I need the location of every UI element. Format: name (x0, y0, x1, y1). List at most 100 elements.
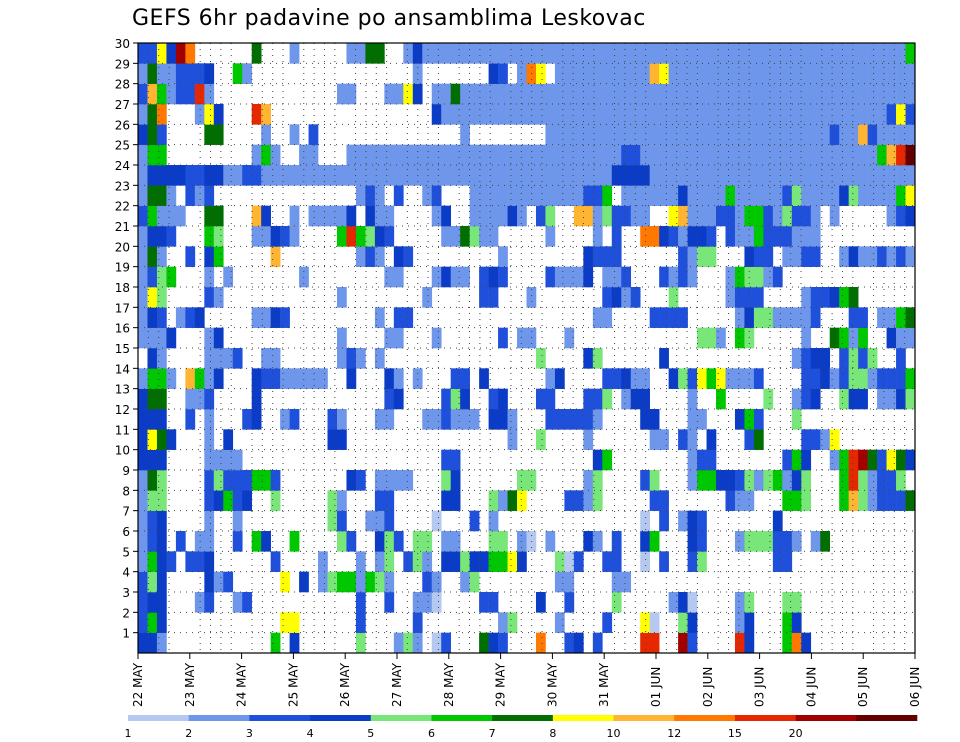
heatmap-cell (649, 63, 660, 84)
heatmap-cell (422, 165, 433, 186)
heatmap-cell (564, 551, 575, 572)
heatmap-cell (592, 63, 603, 84)
heatmap-cell (204, 449, 215, 471)
heatmap-cell (668, 144, 679, 166)
heatmap-cell (829, 63, 840, 84)
heatmap-cell (460, 226, 470, 247)
heatmap-cell (583, 43, 594, 64)
heatmap-cell (858, 246, 868, 267)
heatmap-cell (526, 104, 537, 125)
heatmap-cell (185, 83, 196, 105)
heatmap-cell (753, 266, 764, 288)
heatmap-cell (886, 246, 897, 267)
heatmap-cell (517, 144, 527, 166)
heatmap-cell (431, 83, 442, 105)
heatmap-cell (469, 551, 480, 572)
heatmap-cell (848, 43, 859, 64)
heatmap-cell (583, 348, 594, 369)
heatmap-cell (858, 43, 868, 64)
heatmap-cell (659, 348, 669, 369)
heatmap-cell (374, 409, 385, 430)
heatmap-cell (592, 409, 603, 430)
heatmap-cell (147, 307, 158, 328)
heatmap-cell (763, 531, 774, 552)
heatmap-cell (517, 531, 527, 552)
heatmap-cell (839, 246, 849, 267)
heatmap-cell (877, 124, 887, 145)
heatmap-cell (431, 266, 442, 288)
heatmap-cell (156, 287, 167, 308)
heatmap-cell (393, 185, 404, 206)
heatmap-cell (138, 43, 148, 64)
heatmap-cell (261, 144, 271, 166)
heatmap-cell (687, 510, 698, 532)
heatmap-cell (772, 185, 783, 206)
heatmap-cell (772, 551, 783, 572)
heatmap-cell (697, 551, 707, 572)
heatmap-cell (592, 388, 603, 410)
heatmap-cell (554, 63, 565, 84)
heatmap-cell (782, 83, 793, 105)
y-tick-label: 20 (115, 240, 130, 254)
heatmap-cell (374, 531, 385, 552)
y-tick-label: 12 (115, 403, 130, 417)
heatmap-cell (659, 226, 669, 247)
heatmap-cell (308, 165, 319, 186)
heatmap-cell (886, 185, 897, 206)
heatmap-cell (166, 185, 177, 206)
heatmap-cell (166, 165, 177, 186)
heatmap-cell (763, 124, 774, 145)
heatmap-cell (469, 185, 480, 206)
heatmap-cell (848, 287, 859, 308)
heatmap-cell (498, 388, 508, 410)
heatmap-cell (270, 348, 281, 369)
heatmap-cell (441, 409, 451, 430)
heatmap-cell (791, 307, 802, 328)
heatmap-cell (867, 43, 878, 64)
heatmap-cell (270, 632, 281, 654)
heatmap-cell (858, 388, 868, 410)
heatmap-cell (848, 327, 859, 349)
heatmap-cell (384, 266, 395, 288)
heatmap-cell (289, 226, 300, 247)
heatmap-cell (138, 368, 148, 389)
heatmap-cell (687, 124, 698, 145)
heatmap-cell (848, 368, 859, 389)
heatmap-cell (138, 165, 148, 186)
heatmap-cell (668, 226, 679, 247)
heatmap-cell (204, 165, 215, 186)
heatmap-cell (147, 429, 158, 450)
heatmap-cell (251, 226, 262, 247)
heatmap-cell (422, 409, 433, 430)
heatmap-cell (725, 287, 736, 308)
heatmap-cell (479, 104, 489, 125)
heatmap-cell (261, 165, 271, 186)
heatmap-cell (716, 327, 726, 349)
heatmap-cell (431, 104, 442, 125)
heatmap-cell (204, 83, 215, 105)
heatmap-cell (706, 226, 717, 247)
heatmap-cell (801, 429, 812, 450)
heatmap-cell (820, 83, 831, 105)
heatmap-cell (659, 83, 669, 105)
heatmap-cell (393, 368, 404, 389)
heatmap-cell (858, 185, 868, 206)
heatmap-cell (545, 368, 556, 389)
heatmap-cell (204, 226, 215, 247)
heatmap-cell (138, 124, 148, 145)
heatmap-cell (507, 165, 518, 186)
legend-swatch (552, 715, 614, 721)
heatmap-cell (166, 43, 177, 64)
heatmap-cell (308, 144, 319, 166)
heatmap-cell (232, 348, 243, 369)
heatmap-cell (905, 449, 916, 471)
heatmap-cell (678, 144, 688, 166)
heatmap-cell (659, 144, 669, 166)
heatmap-cell (346, 470, 357, 491)
heatmap-cell (896, 144, 906, 166)
heatmap-cell (839, 449, 849, 471)
heatmap-cell (829, 124, 840, 145)
heatmap-cell (450, 104, 461, 125)
heatmap-cell (545, 531, 556, 552)
heatmap-cell (507, 104, 518, 125)
